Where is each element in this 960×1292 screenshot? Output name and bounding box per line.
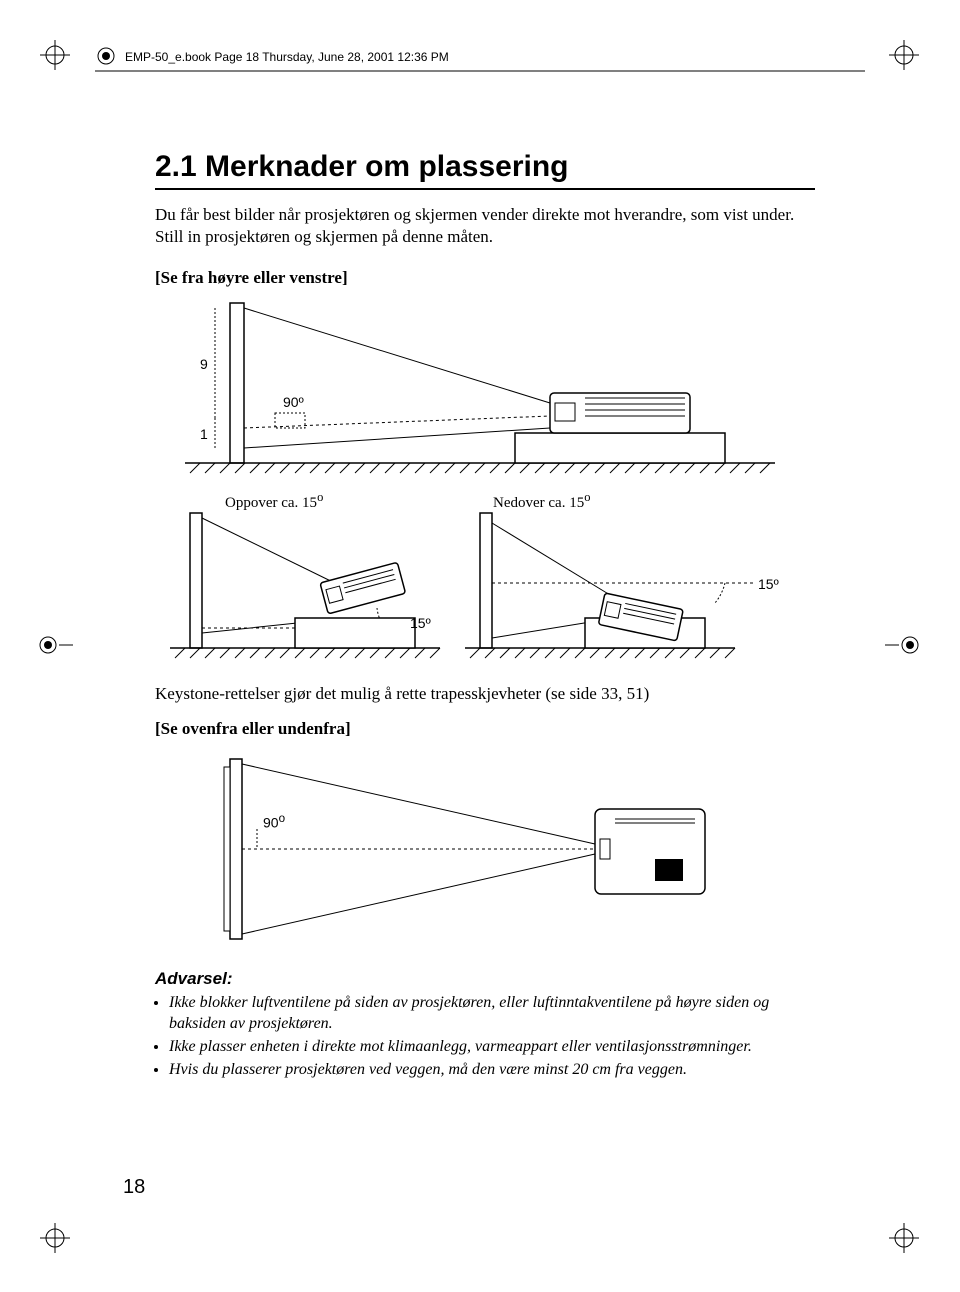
header-book-info: EMP-50_e.book Page 18 Thursday, June 28,… — [125, 50, 449, 64]
crop-mark-bottom-left — [40, 1223, 70, 1253]
caption-top-view: [Se ovenfra eller undenfra] — [155, 719, 815, 739]
diagram-top-svg — [155, 749, 815, 949]
label-90-sup: o — [279, 812, 285, 825]
label-9: 9 — [200, 356, 208, 372]
diagram-side-svg — [155, 298, 815, 488]
warning-item: Ikke blokker luftventilene på siden av p… — [169, 993, 815, 1035]
label-90-text: 90 — [263, 815, 279, 831]
warning-item: Ikke plasser enheten i direkte mot klima… — [169, 1037, 815, 1058]
header-rule — [95, 70, 865, 74]
label-oppover-text: Oppover ca. 15 — [225, 495, 317, 511]
diagram-tilt-views: Oppover ca. 15o Nedover ca. 15o — [155, 498, 815, 673]
intro-text: Du får best bilder når prosjektøren og s… — [155, 204, 815, 248]
label-90-top: 90o — [263, 812, 285, 831]
warning-item: Hvis du plasserer prosjektøren ved vegge… — [169, 1060, 815, 1081]
crop-mark-mid-left — [33, 630, 73, 660]
title-rule — [155, 188, 815, 190]
label-nedover-sup: o — [584, 490, 590, 504]
page: EMP-50_e.book Page 18 Thursday, June 28,… — [0, 0, 960, 1292]
warning-title: Advarsel: — [155, 969, 815, 989]
crop-mark-mid-right — [885, 630, 925, 660]
label-oppover: Oppover ca. 15o — [225, 490, 323, 512]
label-nedover: Nedover ca. 15o — [493, 490, 590, 512]
label-90deg: 90º — [283, 394, 304, 410]
label-15-right: 15º — [758, 576, 779, 592]
keystone-text: Keystone-rettelser gjør det mulig å rett… — [155, 683, 815, 705]
diagram-side-view: 9 1 90º — [155, 298, 815, 488]
diagram-top-view: 90o — [155, 749, 815, 949]
caption-side-view: [Se fra høyre eller venstre] — [155, 268, 815, 288]
diagram-tilt-svg — [155, 498, 815, 673]
crop-mark-top-right — [889, 40, 919, 70]
page-number: 18 — [123, 1176, 145, 1199]
crop-mark-bottom-right — [889, 1223, 919, 1253]
label-oppover-sup: o — [317, 490, 323, 504]
crop-mark-top-left — [40, 40, 70, 70]
label-nedover-text: Nedover ca. 15 — [493, 495, 584, 511]
section-title: 2.1 Merknader om plassering — [155, 150, 815, 184]
header-registration-icon — [95, 45, 117, 67]
content-area: 2.1 Merknader om plassering Du får best … — [155, 150, 815, 1082]
label-15-left: 15º — [410, 615, 431, 631]
label-1: 1 — [200, 426, 208, 442]
warning-list: Ikke blokker luftventilene på siden av p… — [155, 993, 815, 1080]
